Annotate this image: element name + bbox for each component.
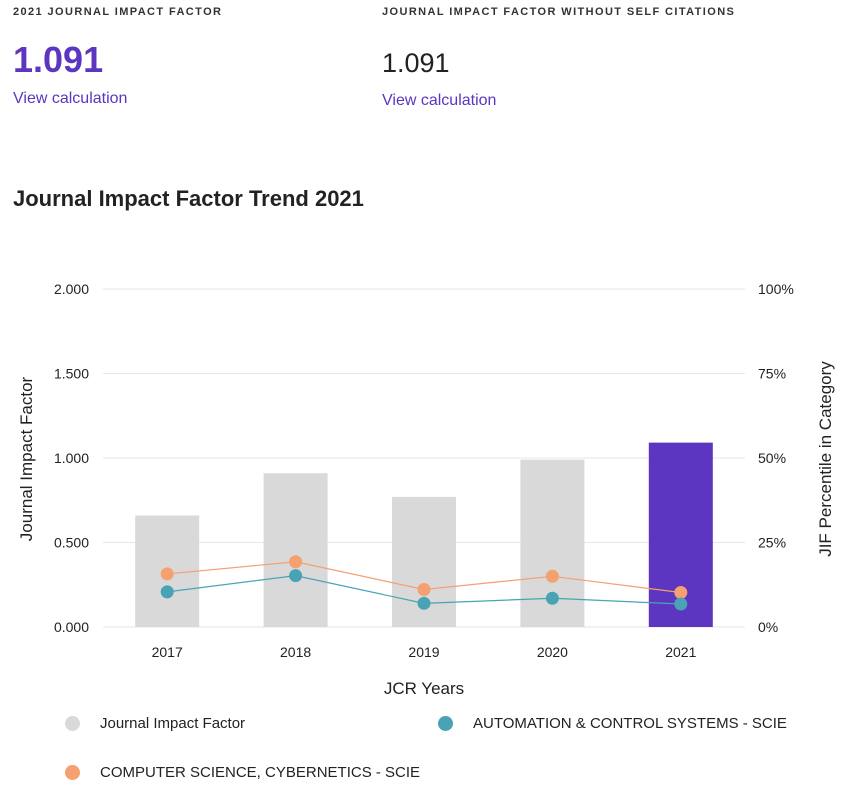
automation-point bbox=[545, 591, 559, 605]
y-right-tick-label: 50% bbox=[758, 450, 786, 466]
legend-label-jif: Journal Impact Factor bbox=[100, 715, 246, 732]
x-axis-title: JCR Years bbox=[384, 679, 464, 698]
jif-no-self-value: 1.091 bbox=[382, 48, 450, 78]
chart-section-title: Journal Impact Factor Trend 2021 bbox=[13, 186, 364, 211]
automation-point bbox=[674, 597, 688, 611]
cybernetics-point bbox=[160, 567, 174, 581]
y-tick-label: 1.000 bbox=[54, 450, 89, 466]
percentile-lines bbox=[160, 555, 688, 611]
x-tick-label: 2017 bbox=[152, 644, 183, 660]
y-right-tick-label: 75% bbox=[758, 366, 786, 382]
legend-label-automation: AUTOMATION & CONTROL SYSTEMS - SCIE bbox=[473, 715, 787, 732]
x-tick-label: 2020 bbox=[537, 644, 568, 660]
x-tick-label: 2021 bbox=[665, 644, 696, 660]
axis-ticks: 0.000 0% 0.500 25% 1.000 50% 1.500 75% 2.000 100%… bbox=[54, 281, 794, 660]
y-tick-label: 1.500 bbox=[54, 366, 89, 382]
cybernetics-point bbox=[417, 582, 431, 596]
cybernetics-point bbox=[545, 569, 559, 583]
automation-point bbox=[417, 596, 431, 610]
automation-point bbox=[289, 569, 303, 583]
automation-point bbox=[160, 585, 174, 599]
x-tick-label: 2019 bbox=[408, 644, 439, 660]
x-tick-label: 2018 bbox=[280, 644, 311, 660]
cybernetics-point bbox=[674, 586, 688, 600]
jif-value: 1.091 bbox=[13, 39, 104, 80]
legend-label-cybernetics: COMPUTER SCIENCE, CYBERNETICS - SCIE bbox=[100, 764, 421, 781]
y-tick-label: 2.000 bbox=[54, 281, 89, 297]
y-right-tick-label: 0% bbox=[758, 619, 778, 635]
legend-dot-automation bbox=[438, 716, 453, 731]
y-axis-right-title: JIF Percentile in Category bbox=[816, 361, 835, 557]
jif-trend-chart: 0.000 0% 0.500 25% 1.000 50% 1.500 75% 2.000 100%… bbox=[17, 281, 835, 698]
y-tick-label: 0.000 bbox=[54, 619, 89, 635]
jif-label: 2021 JOURNAL IMPACT FACTOR bbox=[13, 6, 223, 18]
y-right-tick-label: 100% bbox=[758, 281, 794, 297]
legend-dot-cybernetics bbox=[65, 765, 80, 780]
legend-dot-jif bbox=[65, 716, 80, 731]
jif-no-self-metric: JOURNAL IMPACT FACTOR WITHOUT SELF CITAT… bbox=[382, 6, 735, 110]
y-right-tick-label: 25% bbox=[758, 535, 786, 551]
legend-item-jif[interactable]: Journal Impact Factor bbox=[65, 715, 245, 732]
y-axis-title: Journal Impact Factor bbox=[17, 376, 36, 541]
jif-view-calculation-link[interactable]: View calculation bbox=[13, 90, 128, 107]
jif-bar bbox=[263, 473, 328, 627]
jif-metric: 2021 JOURNAL IMPACT FACTOR 1.091 View ca… bbox=[13, 6, 222, 108]
cybernetics-point bbox=[289, 555, 303, 569]
jif-no-self-view-calculation-link[interactable]: View calculation bbox=[382, 92, 497, 109]
jif-no-self-label: JOURNAL IMPACT FACTOR WITHOUT SELF CITAT… bbox=[382, 6, 736, 18]
legend-item-cybernetics[interactable]: COMPUTER SCIENCE, CYBERNETICS - SCIE bbox=[65, 764, 420, 781]
legend-item-automation[interactable]: AUTOMATION & CONTROL SYSTEMS - SCIE bbox=[438, 715, 787, 732]
y-tick-label: 0.500 bbox=[54, 535, 89, 551]
